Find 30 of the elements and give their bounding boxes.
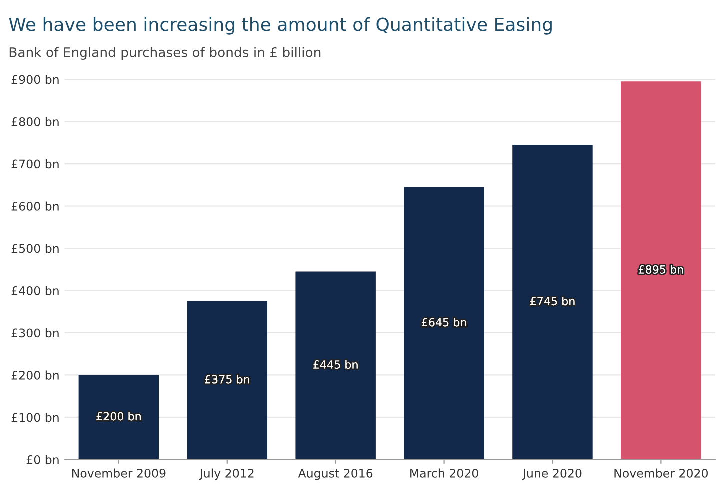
- bar: [187, 301, 268, 460]
- chart-subtitle: Bank of England purchases of bonds in £ billion: [10, 47, 321, 60]
- y-tick-label: £900 bn: [12, 75, 59, 84]
- y-tick-label: £300 bn: [12, 328, 59, 338]
- y-tick-label: £700 bn: [12, 160, 59, 169]
- data-label: £375 bn: [205, 375, 250, 384]
- chart-title: We have been increasing the amount of Quantitative Easing: [9, 17, 552, 35]
- x-tick-label: August 2016: [298, 468, 373, 480]
- bar: [512, 145, 593, 460]
- bar: [296, 272, 376, 460]
- x-tick-label: July 2012: [199, 468, 254, 480]
- x-tick-label: November 2020: [614, 468, 708, 478]
- bar: [404, 187, 484, 460]
- bar: [621, 82, 702, 460]
- x-tick-label: March 2020: [410, 468, 478, 478]
- y-tick-label: £500 bn: [12, 244, 59, 254]
- y-tick-label: £200 bn: [12, 370, 59, 380]
- y-tick-label: £800 bn: [12, 117, 59, 126]
- data-label: £645 bn: [422, 318, 466, 327]
- data-label: £445 bn: [314, 360, 358, 369]
- y-tick-label: £0 bn: [26, 455, 59, 464]
- data-label: £745 bn: [530, 296, 575, 306]
- data-label: £895 bn: [638, 265, 684, 274]
- bar: [78, 375, 160, 460]
- data-label: £200 bn: [96, 412, 141, 421]
- y-tick-label: £100 bn: [12, 412, 59, 422]
- x-tick-label: June 2020: [522, 468, 582, 480]
- y-tick-label: £400 bn: [12, 286, 59, 296]
- y-tick-label: £600 bn: [12, 202, 59, 211]
- x-tick-label: November 2009: [72, 468, 166, 478]
